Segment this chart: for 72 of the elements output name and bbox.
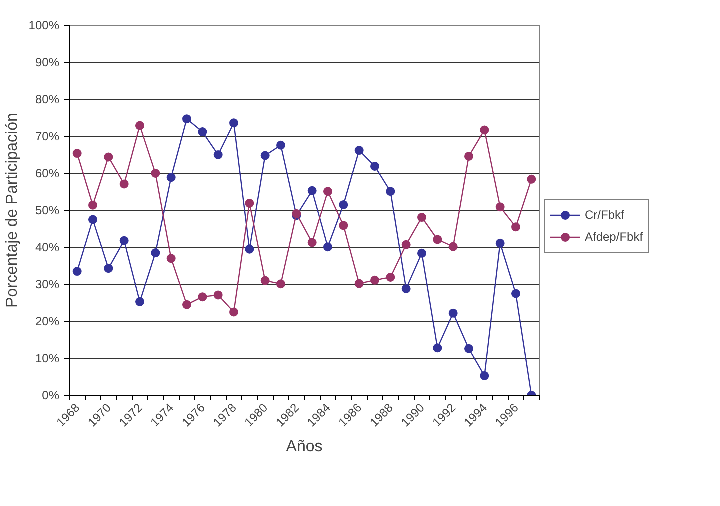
point (402, 240, 411, 250)
point (198, 292, 208, 302)
point (418, 213, 426, 222)
point (88, 200, 98, 210)
point (496, 202, 505, 212)
point (370, 276, 380, 285)
y-tick-label: 30% (35, 278, 60, 292)
y-axis-title: Porcentaje de Participación (4, 113, 21, 308)
point (245, 198, 254, 208)
y-tick-label: 0% (42, 388, 60, 402)
point (433, 344, 442, 353)
point (512, 289, 520, 298)
point (182, 114, 192, 124)
y-tick-label: 80% (35, 92, 60, 106)
point (104, 152, 114, 162)
point (339, 221, 348, 230)
x-axis-title: Años (286, 438, 323, 456)
y-tick-label: 70% (35, 130, 60, 144)
point (230, 308, 238, 317)
point (354, 146, 364, 156)
point (370, 162, 380, 171)
point (88, 215, 98, 224)
point (448, 308, 458, 318)
point (214, 290, 223, 300)
y-tick-label: 40% (35, 240, 60, 254)
point (72, 267, 82, 276)
point (308, 238, 317, 248)
point (166, 173, 176, 182)
point (104, 264, 114, 274)
point (464, 152, 474, 161)
point (512, 222, 520, 232)
point (308, 186, 317, 196)
point (324, 187, 332, 196)
point (230, 118, 238, 128)
point (136, 121, 144, 130)
point (527, 174, 536, 184)
point (198, 128, 208, 137)
point (151, 248, 160, 258)
legend-label: Afdep/Fbkf (585, 230, 644, 244)
point (386, 187, 396, 196)
point (136, 297, 144, 306)
legend-label: Cr/Fbkf (585, 208, 624, 222)
point (276, 280, 286, 289)
point (464, 344, 474, 354)
point (214, 150, 223, 160)
y-tick-label: 10% (35, 352, 60, 366)
y-tick-label: 100% (28, 18, 60, 32)
point (402, 284, 411, 294)
point (260, 151, 270, 160)
point (418, 248, 426, 258)
y-tick-label: 50% (35, 204, 60, 218)
point (433, 235, 442, 244)
point (339, 200, 348, 210)
point (120, 180, 129, 189)
point (166, 254, 176, 264)
point (496, 238, 505, 248)
point (260, 276, 270, 286)
point (120, 236, 129, 246)
point (72, 149, 82, 158)
point (276, 140, 286, 150)
point (448, 242, 458, 252)
point (245, 244, 254, 254)
point (480, 371, 490, 380)
y-tick-label: 20% (35, 314, 60, 328)
point (324, 242, 332, 252)
point (151, 169, 160, 178)
point (182, 300, 192, 310)
y-tick-label: 90% (35, 56, 60, 70)
point (386, 272, 396, 282)
point (354, 279, 364, 288)
point (480, 126, 490, 135)
y-tick-label: 60% (35, 166, 60, 180)
